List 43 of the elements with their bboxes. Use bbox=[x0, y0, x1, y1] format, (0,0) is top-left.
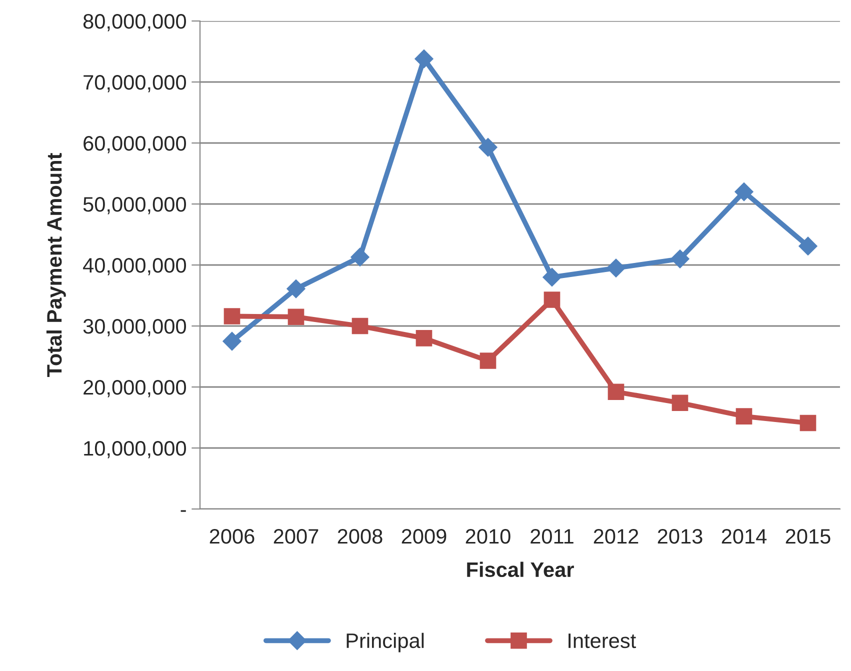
point bbox=[222, 332, 242, 351]
point bbox=[734, 182, 754, 202]
y-tick-label: 20,000,000 bbox=[84, 380, 186, 398]
point bbox=[288, 308, 304, 326]
point bbox=[478, 138, 498, 157]
point bbox=[670, 250, 690, 268]
point bbox=[606, 258, 626, 278]
x-tick-label: 2008 bbox=[338, 528, 382, 544]
point bbox=[350, 248, 370, 266]
point bbox=[480, 352, 496, 369]
y-tick-label: 50,000,000 bbox=[83, 197, 186, 214]
x-axis-title: Fiscal Year bbox=[467, 562, 574, 578]
x-tick-label: 2015 bbox=[786, 528, 830, 544]
point bbox=[736, 408, 752, 424]
point bbox=[800, 414, 816, 432]
y-tick-label: 60,000,000 bbox=[84, 136, 186, 154]
point bbox=[672, 394, 688, 412]
point bbox=[542, 268, 562, 287]
legend-label: Principal bbox=[346, 632, 424, 652]
point bbox=[352, 318, 368, 334]
point bbox=[608, 384, 624, 400]
legend-label: Interest bbox=[568, 634, 636, 648]
y-tick-label: - bbox=[180, 510, 186, 512]
point bbox=[416, 330, 432, 346]
x-tick-label: 2006 bbox=[210, 528, 254, 544]
x-tick-label: 2014 bbox=[722, 528, 767, 544]
y-tick-label: 70,000,000 bbox=[84, 75, 186, 92]
y-tick-label: 30,000,000 bbox=[83, 319, 186, 336]
x-tick-label: 2011 bbox=[530, 528, 574, 544]
y-tick-label: 40,000,000 bbox=[83, 258, 186, 276]
point bbox=[544, 292, 560, 308]
x-tick-label: 2009 bbox=[402, 528, 446, 544]
point bbox=[224, 308, 240, 324]
y-tick-label: 10,000,000 bbox=[84, 441, 186, 458]
x-tick-label: 2012 bbox=[594, 528, 638, 544]
point bbox=[286, 279, 306, 298]
x-tick-label: 2007 bbox=[274, 528, 318, 544]
point bbox=[414, 49, 434, 68]
point bbox=[798, 236, 818, 256]
y-axis-title: Total Payment Amount bbox=[46, 152, 66, 378]
x-tick-label: 2010 bbox=[466, 528, 510, 544]
y-tick-label: 80,000,000 bbox=[83, 14, 186, 32]
x-tick-label: 2013 bbox=[658, 528, 702, 544]
